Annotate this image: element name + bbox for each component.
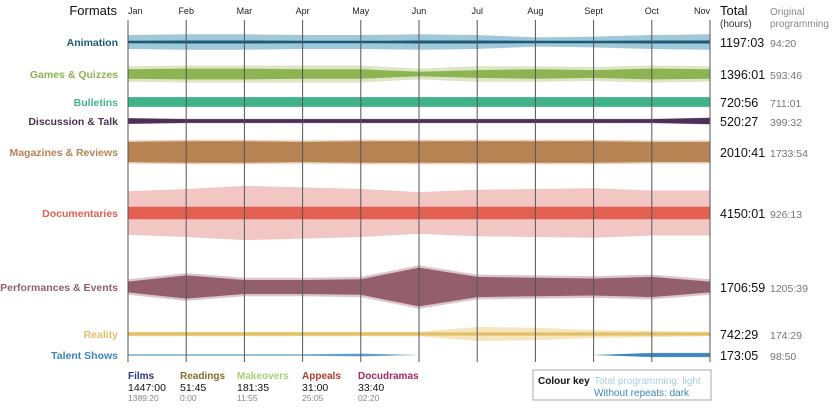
other-format-name: Readings — [180, 371, 225, 382]
label-performances-events: Performances & Events — [0, 282, 118, 294]
other-format-total: 181:35 — [237, 382, 269, 394]
total-documentaries: 4150:01 — [720, 207, 765, 221]
total-magazines-reviews: 2010:41 — [720, 146, 765, 160]
colour-key-box — [532, 369, 712, 401]
other-format-original: 25:05 — [302, 393, 324, 403]
other-format-original: 11:55 — [237, 393, 258, 403]
original-performances-events: 1205:39 — [770, 283, 808, 295]
month-oct: Oct — [645, 6, 660, 16]
other-format-total: 51:45 — [180, 382, 206, 394]
total-animation: 1197:03 — [720, 36, 764, 50]
month-axis: Jan Feb Mar Apr May Jun Jul Aug Sept Oct Nov — [128, 6, 710, 16]
original-bulletins: 711:01 — [770, 98, 801, 110]
month-jul: Jul — [471, 6, 483, 16]
other-format-total: 31:00 — [302, 382, 328, 394]
month-aug: Aug — [527, 6, 543, 16]
total-header: Total — [720, 3, 748, 18]
format-labels: Animation Games & Quizzes Bulletins Discuss… — [0, 37, 118, 362]
label-reality: Reality — [84, 329, 119, 341]
colour-key: Colour key Total programming: light With… — [532, 369, 712, 401]
original-games-quizzes: 593:46 — [770, 70, 802, 82]
label-games-quizzes: Games & Quizzes — [30, 69, 118, 81]
other-format-original: 02:20 — [358, 393, 380, 403]
month-gridlines — [127, 20, 711, 362]
other-format-name: Docudramas — [358, 371, 419, 382]
original-reality: 174:29 — [770, 330, 802, 342]
total-reality: 742:29 — [720, 328, 758, 342]
total-games-quizzes: 1396:01 — [720, 68, 765, 82]
original-documentaries: 926:13 — [770, 209, 802, 221]
other-format-original: 0:00 — [180, 393, 197, 403]
label-documentaries: Documentaries — [42, 208, 118, 220]
month-jan: Jan — [128, 6, 143, 16]
total-discussion-talk: 520:27 — [720, 115, 758, 129]
original-discussion-talk: 399:32 — [770, 117, 802, 129]
month-apr: Apr — [296, 6, 310, 16]
month-nov: Nov — [694, 6, 711, 16]
original-magazines-reviews: 1733:54 — [770, 148, 808, 160]
month-sept: Sept — [584, 6, 603, 16]
original-animation: 94:20 — [770, 38, 796, 50]
original-talent-shows: 98:50 — [770, 351, 796, 363]
total-performances-events: 1706:59 — [720, 281, 765, 295]
other-format-total: 1447:00 — [128, 382, 166, 394]
total-unit: (hours) — [720, 19, 752, 30]
formats-header: Formats — [69, 3, 117, 18]
original-values: 94:20 593:46 711:01 399:32 1733:54 926:13 1205… — [770, 38, 808, 363]
label-animation: Animation — [67, 37, 118, 49]
other-format-name: Appeals — [302, 371, 341, 382]
colour-key-dark: Without repeats: dark — [594, 388, 690, 399]
colour-key-title: Colour key — [538, 376, 590, 387]
month-feb: Feb — [178, 6, 194, 16]
month-mar: Mar — [237, 6, 253, 16]
other-format-name: Makeovers — [237, 371, 289, 382]
other-format-name: Films — [128, 371, 155, 382]
month-jun: Jun — [412, 6, 427, 16]
original-header-line2: programming — [770, 19, 829, 30]
other-format-original: 1389:20 — [128, 393, 159, 403]
label-discussion-talk: Discussion & Talk — [28, 116, 118, 128]
total-bulletins: 720:56 — [720, 96, 758, 110]
colour-key-light: Total programming: light — [594, 376, 701, 387]
label-talent-shows: Talent Shows — [51, 350, 118, 362]
label-magazines-reviews: Magazines & Reviews — [9, 147, 118, 159]
other-format-total: 33:40 — [358, 382, 384, 394]
month-may: May — [352, 6, 370, 16]
original-header-line1: Original — [770, 7, 804, 18]
label-bulletins: Bulletins — [74, 97, 118, 109]
total-values: 1197:03 1396:01 720:56 520:27 2010:41 4150:01… — [720, 36, 765, 363]
total-talent-shows: 173:05 — [720, 349, 758, 363]
